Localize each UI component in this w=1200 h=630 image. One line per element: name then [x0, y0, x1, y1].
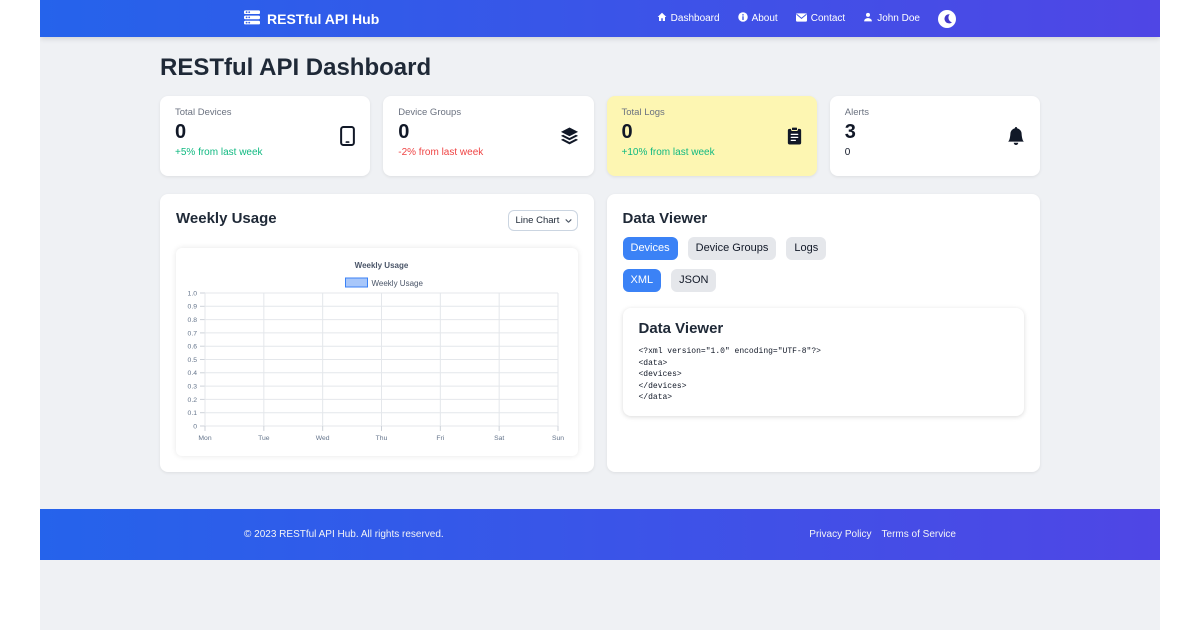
weekly-usage-panel: Weekly Usage Line Chart Weekly Usage Week…	[160, 194, 594, 472]
svg-text:Fri: Fri	[436, 435, 444, 442]
stat-label: Total Logs	[621, 107, 665, 118]
svg-text:0.4: 0.4	[188, 370, 198, 377]
terms-of-service-link[interactable]: Terms of Service	[881, 529, 956, 540]
svg-text:0.7: 0.7	[188, 330, 198, 337]
stat-value: 0	[621, 121, 633, 143]
svg-text:0.6: 0.6	[188, 344, 198, 351]
svg-text:Wed: Wed	[316, 435, 330, 442]
svg-text:Sat: Sat	[494, 435, 504, 442]
brand-label: RESTful API Hub	[267, 10, 380, 27]
nav-item-user[interactable]: John Doe	[863, 12, 920, 25]
copyright-text: © 2023 RESTful API Hub. All rights reser…	[244, 529, 444, 540]
svg-text:Weekly Usage: Weekly Usage	[355, 261, 409, 270]
svg-text:1.0: 1.0	[188, 290, 198, 297]
svg-text:0.2: 0.2	[188, 397, 198, 404]
stat-card-total-logs: Total Logs 0 +10% from last week	[606, 96, 817, 176]
data-viewer-card: Data Viewer <?xml version="1.0" encoding…	[622, 308, 1024, 416]
tab-json[interactable]: JSON	[671, 269, 717, 292]
svg-text:Mon: Mon	[198, 435, 211, 442]
nav-menu: Dashboard About Contact John Doe	[657, 9, 956, 28]
user-icon	[863, 12, 873, 25]
page-title: RESTful API Dashboard	[160, 54, 432, 81]
main-content: RESTful API Dashboard Total Devices 0 +5…	[160, 37, 1040, 472]
tab-devices[interactable]: Devices	[622, 237, 678, 260]
stat-delta: +10% from last week	[621, 147, 715, 158]
format-tabs: XML JSON	[622, 269, 1025, 292]
stat-card-alerts: Alerts 3 0	[829, 96, 1040, 176]
data-viewer-panel: Data Viewer Devices Device Groups Logs X…	[606, 194, 1040, 472]
clipboard-icon	[787, 126, 802, 146]
stat-value: 0	[398, 121, 410, 143]
phone-icon	[340, 126, 356, 146]
tab-xml[interactable]: XML	[622, 269, 662, 292]
server-icon	[244, 9, 260, 28]
stat-value: 0	[175, 121, 187, 143]
weekly-usage-title: Weekly Usage	[176, 210, 277, 227]
navbar: RESTful API Hub Dashboard About Contact	[40, 0, 1160, 37]
brand[interactable]: RESTful API Hub	[244, 9, 380, 28]
theme-toggle-button[interactable]	[938, 9, 956, 28]
privacy-policy-link[interactable]: Privacy Policy	[809, 529, 872, 540]
envelope-icon	[795, 12, 807, 25]
svg-text:0.5: 0.5	[188, 357, 198, 364]
usage-chart: Weekly Usage Weekly Usage 0 0.1 0.2 0.3 0.4 0.5…	[176, 248, 578, 456]
page: RESTful API Hub Dashboard About Contact	[40, 0, 1160, 630]
layers-icon	[560, 127, 579, 146]
svg-text:0.9: 0.9	[188, 304, 198, 311]
stat-label: Total Devices	[175, 107, 232, 118]
svg-text:Tue: Tue	[258, 435, 270, 442]
stat-card-device-groups: Device Groups 0 -2% from last week	[383, 96, 594, 176]
nav-item-contact[interactable]: Contact	[795, 12, 845, 25]
stat-delta: 0	[844, 147, 851, 158]
panels-row: Weekly Usage Line Chart Weekly Usage Week…	[160, 194, 1040, 472]
stat-cards: Total Devices 0 +5% from last week Devic…	[160, 96, 1040, 176]
nav-item-about[interactable]: About	[737, 12, 778, 25]
data-viewer-content: <?xml version="1.0" encoding="UTF-8"?> <…	[638, 347, 821, 402]
stat-delta: -2% from last week	[398, 147, 484, 158]
stat-label: Alerts	[844, 107, 870, 118]
home-icon	[657, 12, 667, 25]
svg-text:Thu: Thu	[376, 435, 388, 442]
svg-text:0.3: 0.3	[188, 384, 198, 391]
footer: © 2023 RESTful API Hub. All rights reser…	[40, 509, 1160, 560]
nav-item-dashboard[interactable]: Dashboard	[657, 12, 720, 25]
svg-text:Sun: Sun	[552, 435, 564, 442]
stat-card-total-devices: Total Devices 0 +5% from last week	[160, 96, 371, 176]
svg-text:0.1: 0.1	[188, 410, 198, 417]
stat-label: Device Groups	[398, 107, 462, 118]
bell-icon	[1007, 126, 1025, 146]
svg-text:0.8: 0.8	[188, 317, 198, 324]
tab-device-groups[interactable]: Device Groups	[687, 237, 777, 260]
chart-type-select-wrap: Line Chart	[507, 210, 578, 231]
chart-type-select[interactable]: Line Chart	[507, 210, 578, 231]
svg-text:Weekly Usage: Weekly Usage	[372, 279, 424, 288]
stat-delta: +5% from last week	[175, 147, 263, 158]
svg-text:0: 0	[193, 423, 197, 430]
stat-value: 3	[844, 121, 856, 143]
tab-logs[interactable]: Logs	[786, 237, 827, 260]
entity-tabs: Devices Device Groups Logs	[622, 237, 1025, 260]
footer-links: Privacy Policy Terms of Service	[809, 529, 956, 540]
data-viewer-title: Data Viewer	[622, 210, 708, 227]
moon-icon	[942, 13, 953, 24]
data-viewer-card-title: Data Viewer	[638, 320, 724, 337]
info-icon	[737, 12, 748, 25]
